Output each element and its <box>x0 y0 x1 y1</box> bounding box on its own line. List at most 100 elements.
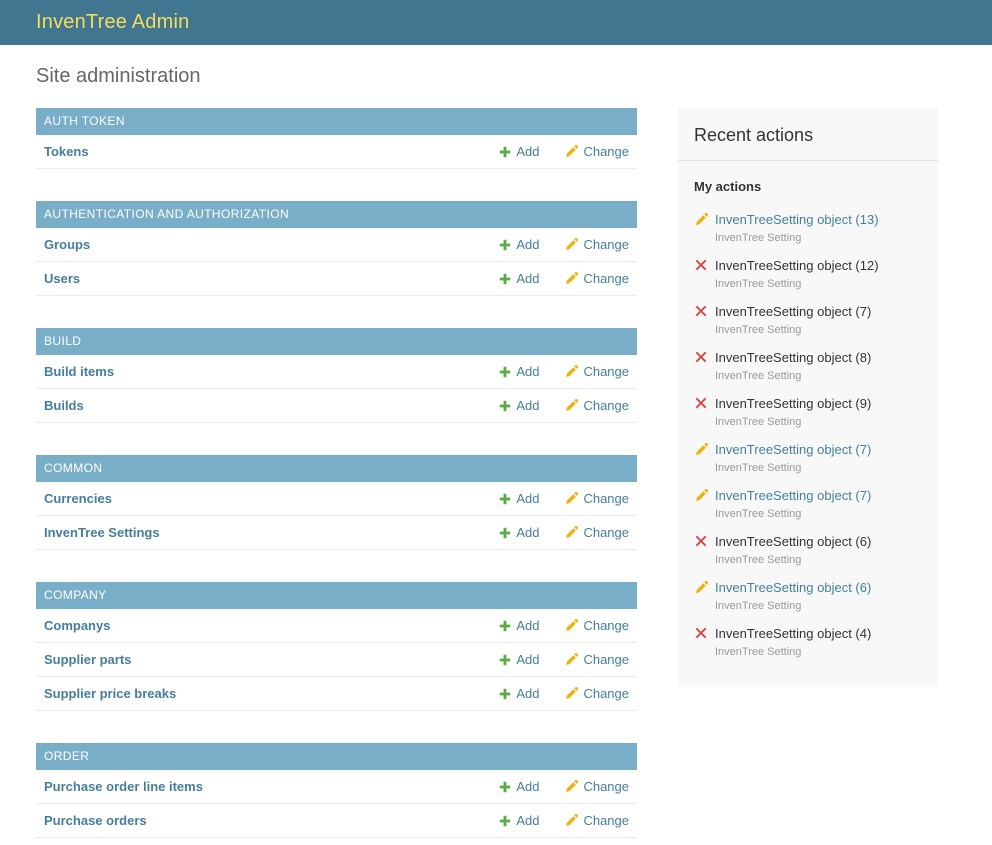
change-link[interactable]: Change <box>565 270 629 287</box>
plus-icon <box>499 400 511 412</box>
recent-action-text: InvenTreeSetting object (12) <box>715 258 879 273</box>
object-type-label: InvenTree Setting <box>715 462 802 474</box>
recent-action-item: InvenTreeSetting object (4) InvenTree Set… <box>694 625 922 658</box>
object-type-label: InvenTree Setting <box>715 646 802 658</box>
change-link[interactable]: Change <box>565 651 629 668</box>
change-label: Change <box>583 525 629 540</box>
change-link[interactable]: Change <box>565 363 629 380</box>
recent-action-link[interactable]: InvenTreeSetting object (7) <box>715 442 872 457</box>
model-link-builds[interactable]: Builds <box>44 398 84 413</box>
add-link[interactable]: Add <box>499 363 539 380</box>
model-link-tokens[interactable]: Tokens <box>44 144 89 159</box>
model-link-supplier-parts[interactable]: Supplier parts <box>44 652 132 667</box>
recent-action-item: InvenTreeSetting object (7) InvenTree Set… <box>694 441 922 474</box>
model-link-inventree-settings[interactable]: InvenTree Settings <box>44 525 160 540</box>
plus-icon <box>499 620 511 632</box>
recent-action-item: InvenTreeSetting object (13) InvenTree Se… <box>694 211 922 244</box>
change-link[interactable]: Change <box>565 143 629 160</box>
add-link[interactable]: Add <box>499 778 539 795</box>
add-link[interactable]: Add <box>499 651 539 668</box>
recent-action-body: InvenTreeSetting object (6) InvenTree Set… <box>715 579 871 612</box>
plus-icon <box>499 815 511 827</box>
add-label: Add <box>516 237 540 252</box>
content-area: AUTH TOKEN Tokens Add Change AUTHENTICATION … <box>0 108 992 845</box>
model-link-users[interactable]: Users <box>44 271 81 286</box>
app-list: AUTH TOKEN Tokens Add Change AUTHENTICATION … <box>36 108 637 845</box>
change-link[interactable]: Change <box>565 524 629 541</box>
plus-icon <box>499 273 511 285</box>
add-link[interactable]: Add <box>499 143 539 160</box>
recent-action-text: InvenTreeSetting object (7) <box>715 304 872 319</box>
model-link-supplier-price-breaks[interactable]: Supplier price breaks <box>44 686 177 701</box>
change-label: Change <box>583 491 629 506</box>
pencil-icon <box>565 687 579 700</box>
pencil-icon <box>565 365 579 378</box>
add-link[interactable]: Add <box>499 617 539 634</box>
model-link-purchase-order-line-items[interactable]: Purchase order line items <box>44 779 203 794</box>
model-link-currencies[interactable]: Currencies <box>44 491 112 506</box>
object-type-label: InvenTree Setting <box>715 278 802 290</box>
pencil-icon <box>565 399 579 412</box>
model-link-groups[interactable]: Groups <box>44 237 91 252</box>
model-link-build-items[interactable]: Build items <box>44 364 115 379</box>
recent-action-link[interactable]: InvenTreeSetting object (7) <box>715 488 872 503</box>
plus-icon <box>499 781 511 793</box>
table-row: Groups Add Change <box>36 228 637 262</box>
recent-action-text: InvenTreeSetting object (9) <box>715 396 872 411</box>
delete-x-icon <box>694 625 708 639</box>
change-label: Change <box>583 813 629 828</box>
pencil-icon <box>565 492 579 505</box>
recent-actions-body: My actions InvenTreeSetting object (13) I… <box>678 161 938 687</box>
add-label: Add <box>516 813 540 828</box>
change-link[interactable]: Change <box>565 685 629 702</box>
table-row: Build items Add Change <box>36 355 637 389</box>
add-label: Add <box>516 271 540 286</box>
delete-x-icon <box>694 395 708 409</box>
recent-action-body: InvenTreeSetting object (7) InvenTree Set… <box>715 303 871 336</box>
site-title: InvenTree Admin <box>36 11 190 33</box>
module-caption: COMPANY <box>36 582 637 609</box>
pencil-icon <box>565 238 579 251</box>
model-link-companys[interactable]: Companys <box>44 618 111 633</box>
change-link[interactable]: Change <box>565 490 629 507</box>
recent-action-body: InvenTreeSetting object (8) InvenTree Set… <box>715 349 871 382</box>
object-type-label: InvenTree Setting <box>715 508 802 520</box>
add-link[interactable]: Add <box>499 524 539 541</box>
add-label: Add <box>516 525 540 540</box>
change-link[interactable]: Change <box>565 397 629 414</box>
recent-action-text: InvenTreeSetting object (4) <box>715 626 872 641</box>
table-row: Users Add Change <box>36 262 637 296</box>
change-label: Change <box>583 398 629 413</box>
recent-action-text: InvenTreeSetting object (6) <box>715 534 872 549</box>
change-link[interactable]: Change <box>565 778 629 795</box>
plus-icon <box>499 366 511 378</box>
object-type-label: InvenTree Setting <box>715 416 802 428</box>
recent-action-text: InvenTreeSetting object (8) <box>715 350 872 365</box>
recent-action-link[interactable]: InvenTreeSetting object (13) <box>715 212 879 227</box>
table-row: Tokens Add Change <box>36 135 637 169</box>
recent-action-body: InvenTreeSetting object (7) InvenTree Set… <box>715 487 871 520</box>
edit-pencil-icon <box>694 487 708 502</box>
change-link[interactable]: Change <box>565 236 629 253</box>
add-link[interactable]: Add <box>499 397 539 414</box>
model-link-purchase-orders[interactable]: Purchase orders <box>44 813 147 828</box>
my-actions-heading: My actions <box>694 179 762 194</box>
recent-action-item: InvenTreeSetting object (12) InvenTree Se… <box>694 257 922 290</box>
add-label: Add <box>516 144 540 159</box>
recent-action-item: InvenTreeSetting object (9) InvenTree Set… <box>694 395 922 428</box>
add-link[interactable]: Add <box>499 812 539 829</box>
add-link[interactable]: Add <box>499 270 539 287</box>
change-label: Change <box>583 237 629 252</box>
plus-icon <box>499 146 511 158</box>
module-caption: AUTHENTICATION AND AUTHORIZATION <box>36 201 637 228</box>
add-link[interactable]: Add <box>499 236 539 253</box>
add-link[interactable]: Add <box>499 490 539 507</box>
recent-action-body: InvenTreeSetting object (13) InvenTree Se… <box>715 211 879 244</box>
change-link[interactable]: Change <box>565 617 629 634</box>
recent-action-body: InvenTreeSetting object (9) InvenTree Set… <box>715 395 871 428</box>
recent-action-link[interactable]: InvenTreeSetting object (6) <box>715 580 872 595</box>
recent-action-body: InvenTreeSetting object (6) InvenTree Set… <box>715 533 871 566</box>
plus-icon <box>499 493 511 505</box>
add-link[interactable]: Add <box>499 685 539 702</box>
change-link[interactable]: Change <box>565 812 629 829</box>
